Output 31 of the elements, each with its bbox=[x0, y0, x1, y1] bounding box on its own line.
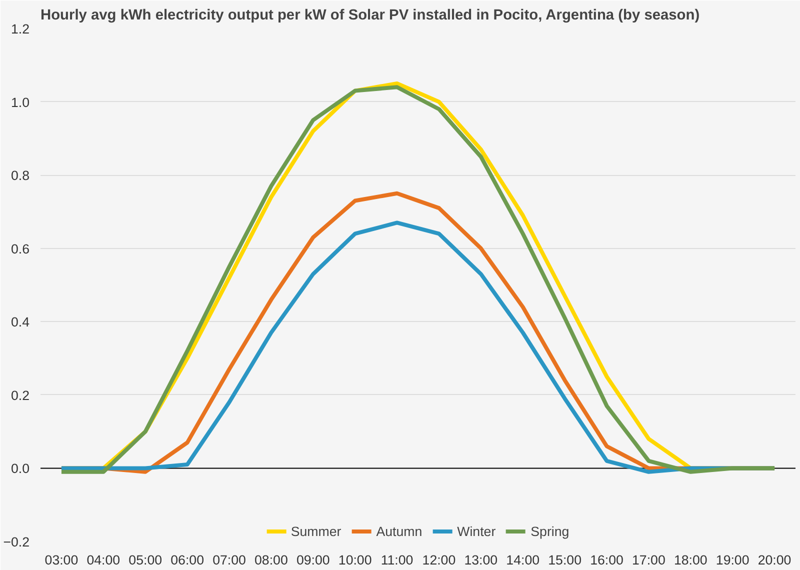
x-tick-label: 10:00 bbox=[338, 552, 372, 568]
x-tick-label: 15:00 bbox=[548, 552, 582, 568]
y-tick-label: −0.2 bbox=[3, 534, 30, 550]
y-tick-label: 0.6 bbox=[10, 241, 30, 256]
x-tick-label: 17:00 bbox=[632, 552, 666, 568]
y-tick-label: 1.2 bbox=[10, 22, 30, 36]
x-tick-label: 19:00 bbox=[716, 552, 750, 568]
x-tick-label: 09:00 bbox=[296, 552, 330, 568]
x-tick-label: 03:00 bbox=[44, 552, 78, 568]
x-tick-label: 07:00 bbox=[212, 552, 246, 568]
x-tick-label: 06:00 bbox=[170, 552, 204, 568]
legend-label: Summer bbox=[290, 524, 342, 538]
y-tick-label: 0.4 bbox=[10, 314, 30, 330]
x-tick-label: 11:00 bbox=[380, 552, 414, 568]
x-tick-label: 12:00 bbox=[422, 552, 456, 568]
x-tick-label: 18:00 bbox=[674, 552, 708, 568]
x-tick-label: 13:00 bbox=[464, 552, 498, 568]
y-tick-label: 0.2 bbox=[10, 388, 30, 403]
x-tick-label: 05:00 bbox=[128, 552, 162, 568]
legend-label: Spring bbox=[530, 524, 570, 538]
legend-label: Autumn bbox=[376, 524, 422, 538]
x-tick-label: 16:00 bbox=[590, 552, 624, 568]
y-tick-label: 1.0 bbox=[10, 94, 30, 110]
y-tick-label: 0.0 bbox=[10, 461, 30, 476]
y-tick-label: 0.8 bbox=[10, 168, 30, 184]
x-tick-label: 08:00 bbox=[254, 552, 288, 568]
x-tick-label: 20:00 bbox=[758, 552, 792, 568]
x-tick-label: 14:00 bbox=[506, 552, 540, 568]
x-tick-label: 04:00 bbox=[86, 552, 120, 568]
chart-title: Hourly avg kWh electricity output per kW of Solar PV installed in Pocito, Argentina (by season) bbox=[40, 8, 700, 24]
legend-label: Winter bbox=[457, 524, 496, 538]
